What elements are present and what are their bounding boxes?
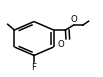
Text: O: O [57,40,64,49]
Text: F: F [32,63,36,72]
Text: O: O [70,15,77,24]
